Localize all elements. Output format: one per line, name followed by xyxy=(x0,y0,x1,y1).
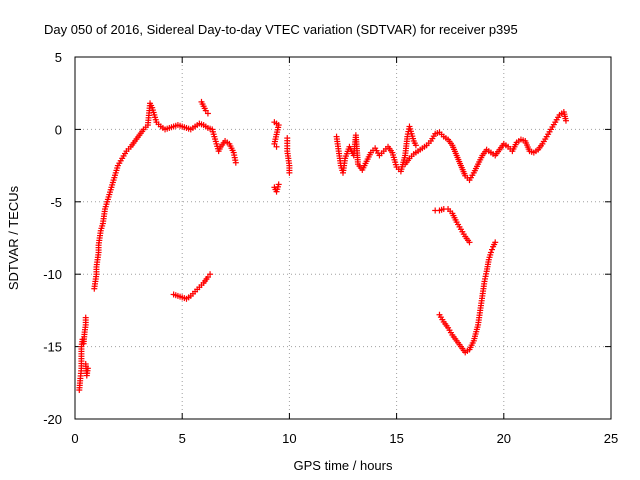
grid-lines xyxy=(75,57,611,419)
data-point xyxy=(232,159,239,166)
y-tick-label: -10 xyxy=(43,267,62,282)
y-tick-label: 5 xyxy=(55,50,62,65)
data-points xyxy=(76,98,569,394)
x-tick-labels: 0 5 10 15 20 25 xyxy=(71,431,618,446)
data-point xyxy=(487,249,494,256)
axis-ticks xyxy=(74,56,612,420)
y-tick-label: -5 xyxy=(50,195,62,210)
x-tick-label: 10 xyxy=(282,431,296,446)
data-point xyxy=(286,169,293,176)
plot-frame xyxy=(74,56,612,420)
x-tick-label: 20 xyxy=(497,431,511,446)
data-point xyxy=(207,271,214,278)
data-point xyxy=(82,314,89,321)
y-tick-labels: 5 0 -5 -10 -15 -20 xyxy=(43,50,62,427)
x-tick-label: 0 xyxy=(71,431,78,446)
y-tick-label: -15 xyxy=(43,340,62,355)
y-tick-label: -20 xyxy=(43,412,62,427)
data-point xyxy=(204,110,211,117)
data-point xyxy=(489,246,496,253)
data-point xyxy=(562,117,569,124)
data-point xyxy=(466,239,473,246)
data-point xyxy=(275,181,282,188)
x-axis-label: GPS time / hours xyxy=(294,458,393,473)
chart-title: Day 050 of 2016, Sidereal Day-to-day VTE… xyxy=(44,22,518,37)
x-tick-label: 5 xyxy=(179,431,186,446)
data-point xyxy=(273,143,280,150)
x-tick-label: 25 xyxy=(604,431,618,446)
data-point xyxy=(492,239,499,246)
data-point xyxy=(412,142,419,149)
data-point xyxy=(84,365,91,372)
y-axis-label: SDTVAR / TECUs xyxy=(6,185,21,290)
y-tick-label: 0 xyxy=(55,122,62,137)
x-tick-label: 15 xyxy=(389,431,403,446)
